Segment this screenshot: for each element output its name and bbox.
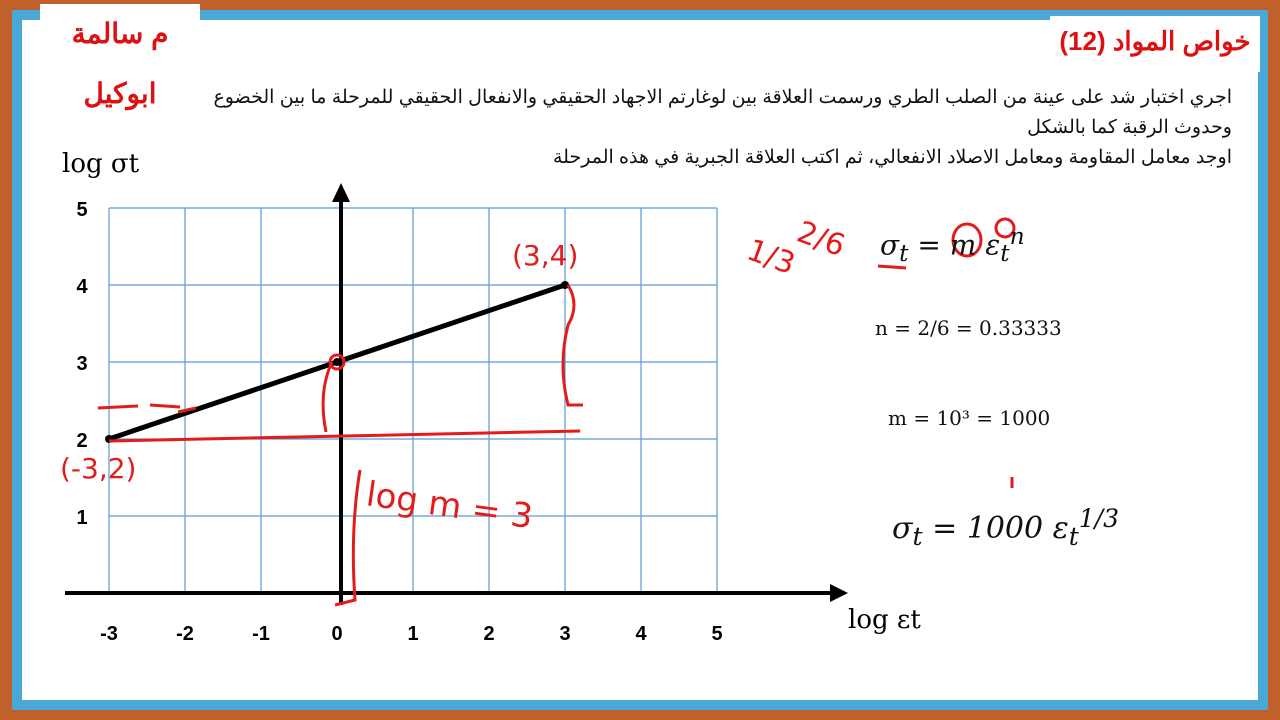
question-line-3: اوجد معامل المقاومة ومعامل الاصلاد الانف… (553, 147, 1232, 168)
annotation-ratio-2: 2/6 (792, 215, 849, 264)
lesson-title: خواص المواد (12) (1050, 16, 1260, 72)
annotation-log-m: log m = 3 (364, 474, 535, 537)
formula: σt = m εtn (880, 222, 1025, 267)
annotation-ratio-1: 1/3 (742, 233, 799, 282)
question-line-1: اجري اختبار شد على عينة من الصلب الطري و… (213, 87, 1232, 108)
x-tick-label: -2 (176, 623, 194, 645)
y-axis-label: log σt (62, 149, 140, 179)
question-line-2: وحدوث الرقبة كما بالشكل (1027, 117, 1232, 138)
annotation-run-line (108, 429, 581, 443)
annotation-circle-n (994, 217, 1016, 239)
x-tick-label: 2 (483, 623, 494, 645)
x-tick-label: -3 (100, 623, 118, 645)
annotation-rise-bracket (561, 284, 583, 407)
annotation-intercept-bracket (321, 361, 362, 607)
annotation-point-a: (3,4) (512, 239, 578, 272)
annotation-circle-m (951, 222, 983, 258)
n-equation: n = 2/6 = 0.33333 (875, 316, 1062, 340)
y-tick-label: 5 (76, 199, 87, 221)
x-axis-arrow (830, 584, 848, 602)
x-tick-label: -1 (252, 623, 270, 645)
data-point (333, 358, 341, 366)
x-tick-label: 4 (635, 623, 647, 645)
x-tick-label: 3 (559, 623, 570, 645)
y-axis-arrow (332, 183, 350, 202)
annotation-underline (877, 264, 907, 270)
annotation-dashes (97, 403, 197, 414)
y-tick-label: 2 (76, 430, 87, 452)
x-tick-label: 5 (711, 623, 722, 645)
author-name: م سالمة ابوكيل (40, 4, 200, 109)
y-tick-label: 1 (76, 507, 87, 529)
slide (22, 20, 1258, 700)
result-equation: σt = 1000 εt1/3 (892, 504, 1120, 551)
annotation-point-b: (-3,2) (60, 452, 136, 485)
x-tick-label: 0 (331, 623, 342, 645)
annotation-intercept-mark (328, 353, 346, 371)
m-equation: m = 10³ = 1000 (888, 406, 1051, 430)
x-tick-label: 1 (407, 623, 418, 645)
y-tick-label: 3 (76, 353, 87, 375)
x-axis-label: log εt (848, 605, 921, 635)
data-point (561, 281, 569, 289)
y-tick-label: 4 (76, 276, 88, 298)
